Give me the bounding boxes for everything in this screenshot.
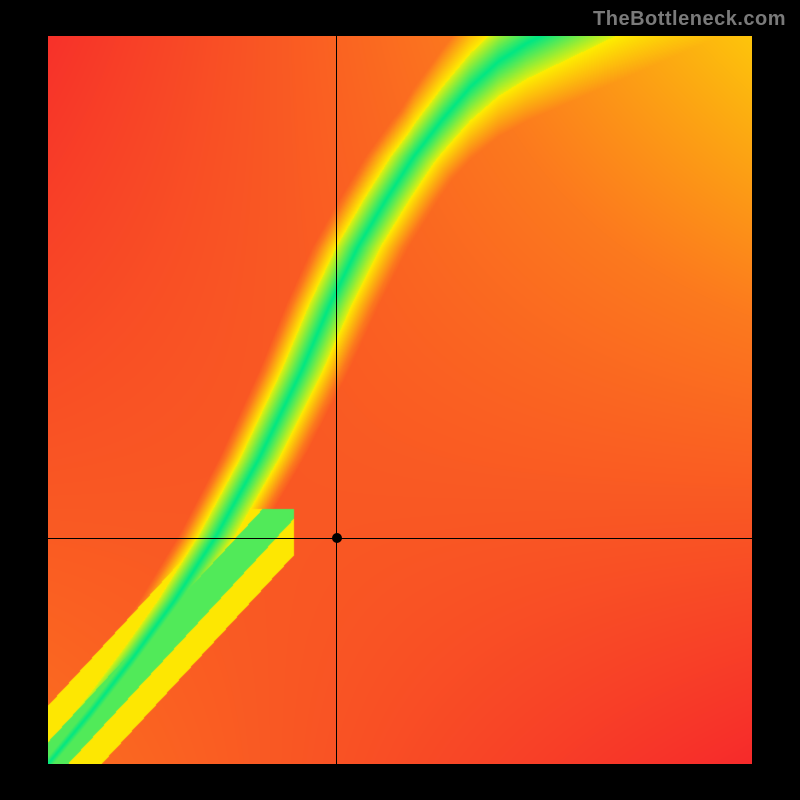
crosshair-horizontal: [48, 538, 752, 539]
crosshair-vertical: [336, 36, 337, 764]
watermark-text: TheBottleneck.com: [593, 8, 786, 31]
crosshair-point: [332, 533, 342, 543]
chart-container: TheBottleneck.com: [0, 0, 800, 800]
heatmap-canvas: [48, 36, 752, 764]
